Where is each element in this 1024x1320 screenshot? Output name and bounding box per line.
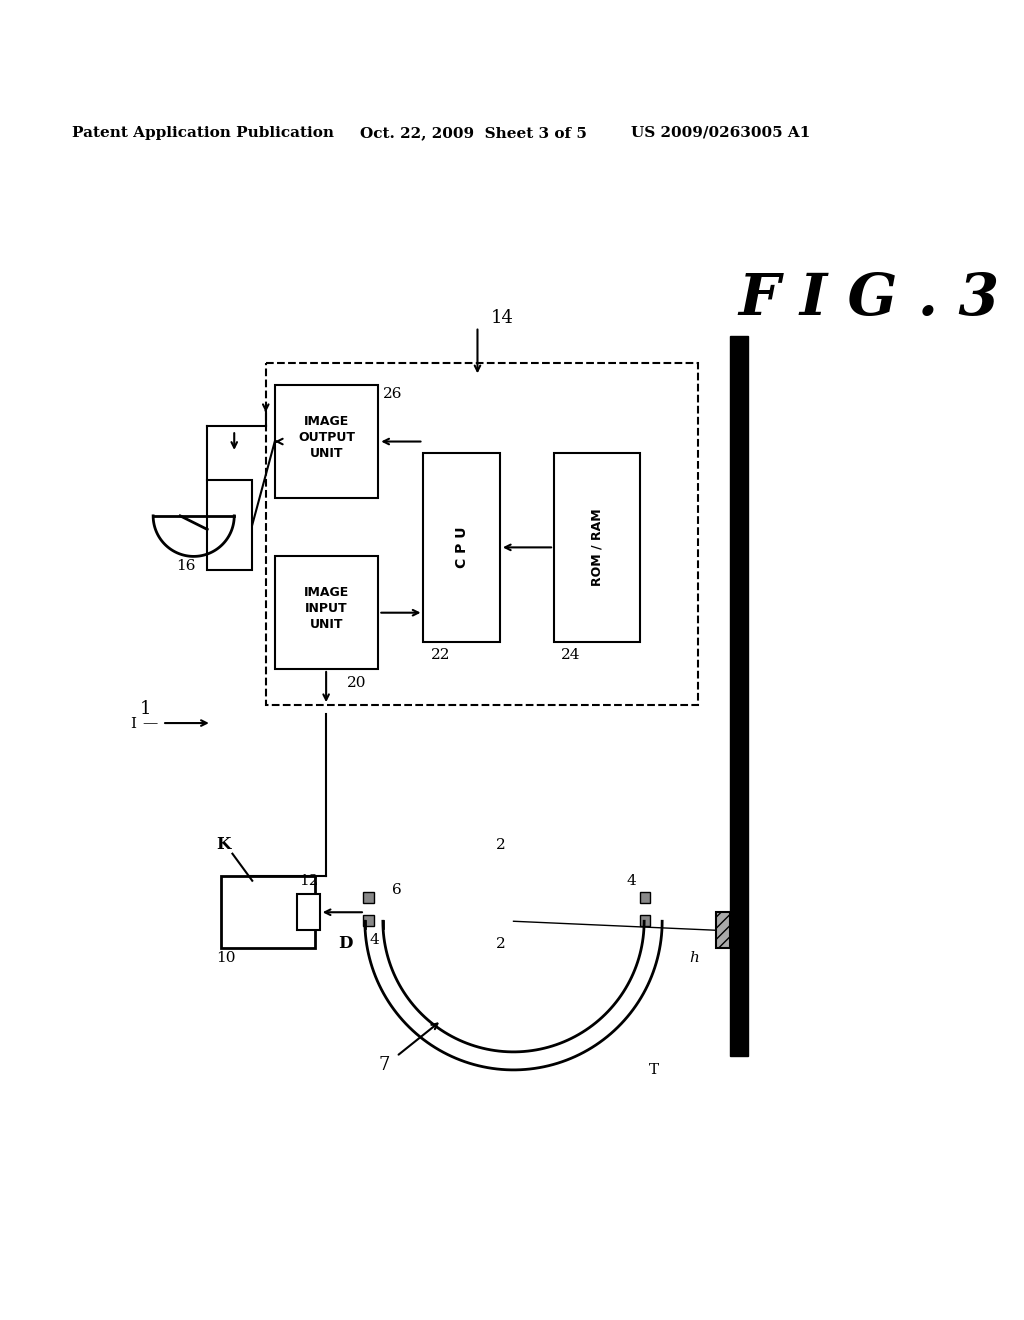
Text: I: I	[131, 717, 136, 730]
Bar	[364, 915, 374, 925]
Text: 2: 2	[496, 838, 505, 853]
Text: 4: 4	[370, 933, 379, 946]
Text: D: D	[338, 936, 352, 952]
Text: US 2009/0263005 A1: US 2009/0263005 A1	[631, 125, 810, 140]
Bar	[221, 876, 315, 948]
Text: 20: 20	[347, 676, 367, 689]
Text: 2: 2	[496, 937, 505, 952]
Text: 22: 22	[431, 648, 451, 663]
Text: h: h	[689, 950, 699, 965]
Bar	[297, 894, 319, 931]
Text: 1: 1	[139, 700, 152, 718]
Text: 16: 16	[176, 558, 196, 573]
Text: —: —	[142, 717, 158, 730]
Text: 7: 7	[379, 1056, 390, 1074]
Bar	[423, 453, 500, 642]
Text: 4: 4	[626, 874, 636, 888]
Text: 6: 6	[392, 883, 401, 898]
Text: S: S	[732, 919, 742, 933]
Bar	[274, 385, 379, 498]
Text: IMAGE
OUTPUT
UNIT: IMAGE OUTPUT UNIT	[298, 414, 355, 459]
Text: Oct. 22, 2009  Sheet 3 of 5: Oct. 22, 2009 Sheet 3 of 5	[360, 125, 587, 140]
Text: 14: 14	[490, 309, 514, 326]
Bar	[554, 453, 640, 642]
Text: Patent Application Publication: Patent Application Publication	[72, 125, 334, 140]
Bar	[274, 557, 379, 669]
Bar	[640, 892, 650, 903]
Bar	[640, 915, 650, 925]
Text: 12: 12	[299, 874, 318, 888]
Bar	[730, 335, 748, 1056]
Text: 10: 10	[216, 950, 236, 965]
Bar	[716, 912, 730, 948]
Text: ROM / RAM: ROM / RAM	[591, 508, 603, 586]
Text: 26: 26	[383, 387, 402, 401]
Text: IMAGE
INPUT
UNIT: IMAGE INPUT UNIT	[304, 586, 349, 631]
Bar	[207, 480, 252, 570]
Text: 24: 24	[561, 648, 581, 663]
Text: F I G . 3: F I G . 3	[738, 272, 999, 327]
Text: C P U: C P U	[455, 527, 469, 568]
Bar	[364, 892, 374, 903]
Text: T: T	[648, 1064, 658, 1077]
Text: K: K	[216, 836, 230, 853]
